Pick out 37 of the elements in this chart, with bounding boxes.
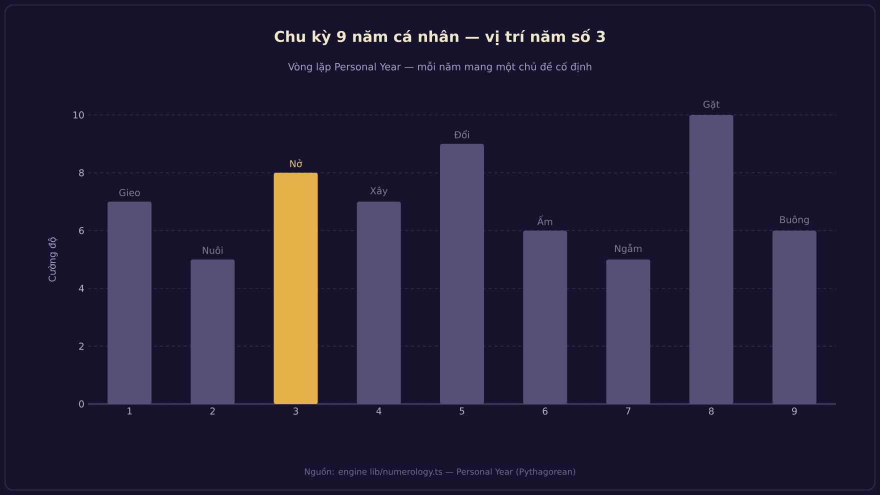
x-tick-label: 8 xyxy=(708,408,714,415)
data-label: Xây xyxy=(370,186,388,196)
x-tick-label: 2 xyxy=(210,408,215,415)
x-tick-label: 6 xyxy=(542,408,548,415)
bar xyxy=(689,114,734,404)
bar xyxy=(523,230,568,404)
bar xyxy=(440,144,484,404)
data-label: Buông xyxy=(780,216,809,226)
data-label: Nuôi xyxy=(202,246,223,254)
data-label: Ấm xyxy=(537,215,552,226)
y-tick-label: 10 xyxy=(73,111,84,119)
data-label: Gặt xyxy=(703,100,720,110)
bar xyxy=(356,202,401,404)
data-label: Gieo xyxy=(119,188,140,196)
y-tick-label: 2 xyxy=(79,342,84,350)
chart-title: Chu kỳ 9 năm cá nhân — vị trí năm số 3 xyxy=(274,28,605,46)
text: Nguồn: engine lib/numerology.ts — Personal Year (Pythagorean) xyxy=(304,468,576,476)
x-tick-label: 1 xyxy=(128,408,132,414)
y-tick-label: 8 xyxy=(79,169,84,176)
x-tick-label: 3 xyxy=(293,408,298,415)
x-tick-label: 4 xyxy=(376,408,382,414)
data-label: Nở xyxy=(290,159,302,168)
bar xyxy=(190,259,235,404)
bar xyxy=(606,259,650,404)
x-tick-label: 9 xyxy=(792,408,797,415)
bar xyxy=(772,230,816,404)
data-label: Ngẫm xyxy=(615,244,642,254)
bar xyxy=(108,202,152,404)
x-tick-label: 5 xyxy=(460,408,464,415)
bar xyxy=(274,172,318,404)
x-tick-label: 7 xyxy=(626,408,630,414)
y-tick-label: 0 xyxy=(79,400,84,408)
data-label: Đổi xyxy=(454,130,470,138)
y-tick-label: 6 xyxy=(79,227,84,234)
y-tick-label: 4 xyxy=(78,284,84,292)
y-axis-title: Cường độ xyxy=(48,237,58,282)
chart-subtitle: Vòng lặp Personal Year — mỗi năm mang một chủ đề cố định xyxy=(288,62,592,72)
